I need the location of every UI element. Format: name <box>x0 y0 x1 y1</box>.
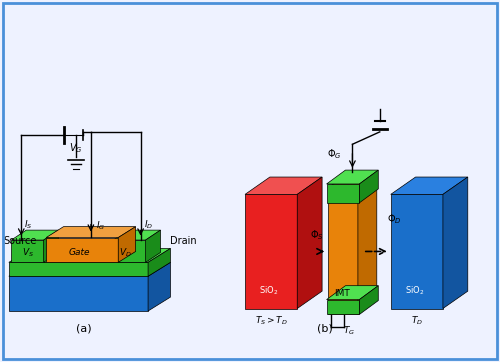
Text: Source: Source <box>4 236 37 245</box>
Polygon shape <box>245 177 322 194</box>
Text: $I_S$: $I_S$ <box>24 219 33 231</box>
Text: $T_G$: $T_G$ <box>343 324 355 337</box>
Text: $V_S$: $V_S$ <box>22 247 34 259</box>
Polygon shape <box>390 194 443 308</box>
Text: $\Phi_D$: $\Phi_D$ <box>386 212 402 226</box>
Polygon shape <box>9 262 170 276</box>
Polygon shape <box>46 237 118 262</box>
Polygon shape <box>44 230 59 262</box>
Polygon shape <box>326 170 378 184</box>
Polygon shape <box>326 286 378 300</box>
Text: (a): (a) <box>76 324 91 334</box>
Text: $I_G$: $I_G$ <box>96 219 105 232</box>
Text: SiO$_2$: SiO$_2$ <box>404 285 424 297</box>
Polygon shape <box>326 300 360 315</box>
Polygon shape <box>12 240 44 262</box>
Text: (b): (b) <box>316 324 332 334</box>
Polygon shape <box>390 177 468 194</box>
Text: $V_G$: $V_G$ <box>69 141 83 155</box>
Polygon shape <box>114 230 160 240</box>
Text: IMT: IMT <box>334 289 350 298</box>
Polygon shape <box>245 194 297 308</box>
Polygon shape <box>297 177 322 308</box>
Text: $V_D$: $V_D$ <box>120 247 132 259</box>
Polygon shape <box>360 170 378 203</box>
Polygon shape <box>114 240 146 262</box>
Polygon shape <box>12 230 58 240</box>
Text: $\Phi_G$: $\Phi_G$ <box>326 148 341 161</box>
Polygon shape <box>9 276 148 311</box>
Text: Gate: Gate <box>69 248 90 257</box>
Polygon shape <box>9 248 170 262</box>
Polygon shape <box>118 227 136 262</box>
Polygon shape <box>326 184 360 203</box>
Polygon shape <box>360 286 378 315</box>
Polygon shape <box>148 262 171 311</box>
Text: Drain: Drain <box>170 236 197 245</box>
Polygon shape <box>443 177 468 308</box>
Text: $I_D$: $I_D$ <box>144 219 153 231</box>
Polygon shape <box>328 174 377 188</box>
Polygon shape <box>146 230 160 262</box>
Text: SiO$_2$: SiO$_2$ <box>259 285 278 297</box>
Text: $T_D$: $T_D$ <box>411 315 423 327</box>
Polygon shape <box>9 262 148 276</box>
Text: $\Phi_S$: $\Phi_S$ <box>310 228 324 241</box>
Text: $T_S>T_D$: $T_S>T_D$ <box>254 315 288 327</box>
Polygon shape <box>46 227 136 237</box>
Polygon shape <box>358 174 377 315</box>
Polygon shape <box>148 248 171 276</box>
Polygon shape <box>328 188 358 315</box>
